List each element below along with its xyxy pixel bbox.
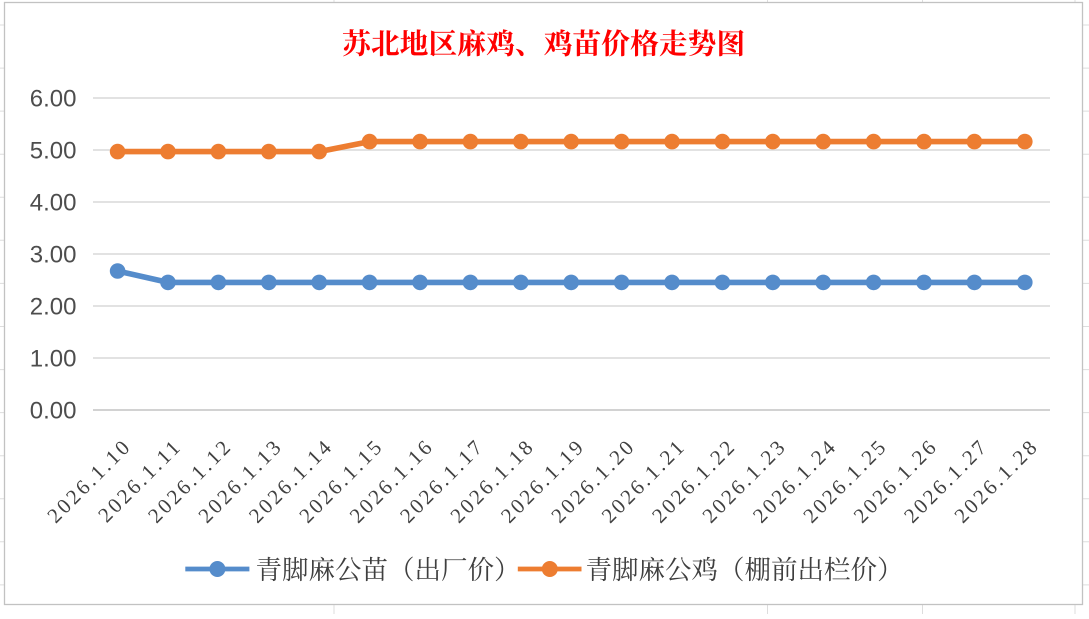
- svg-text:0.00: 0.00: [30, 398, 77, 425]
- svg-text:4.00: 4.00: [30, 190, 77, 217]
- svg-text:3.00: 3.00: [30, 242, 77, 269]
- svg-text:1.00: 1.00: [30, 346, 77, 373]
- svg-text:6.00: 6.00: [30, 86, 77, 113]
- svg-text:2.00: 2.00: [30, 294, 77, 321]
- svg-text:5.00: 5.00: [30, 138, 77, 165]
